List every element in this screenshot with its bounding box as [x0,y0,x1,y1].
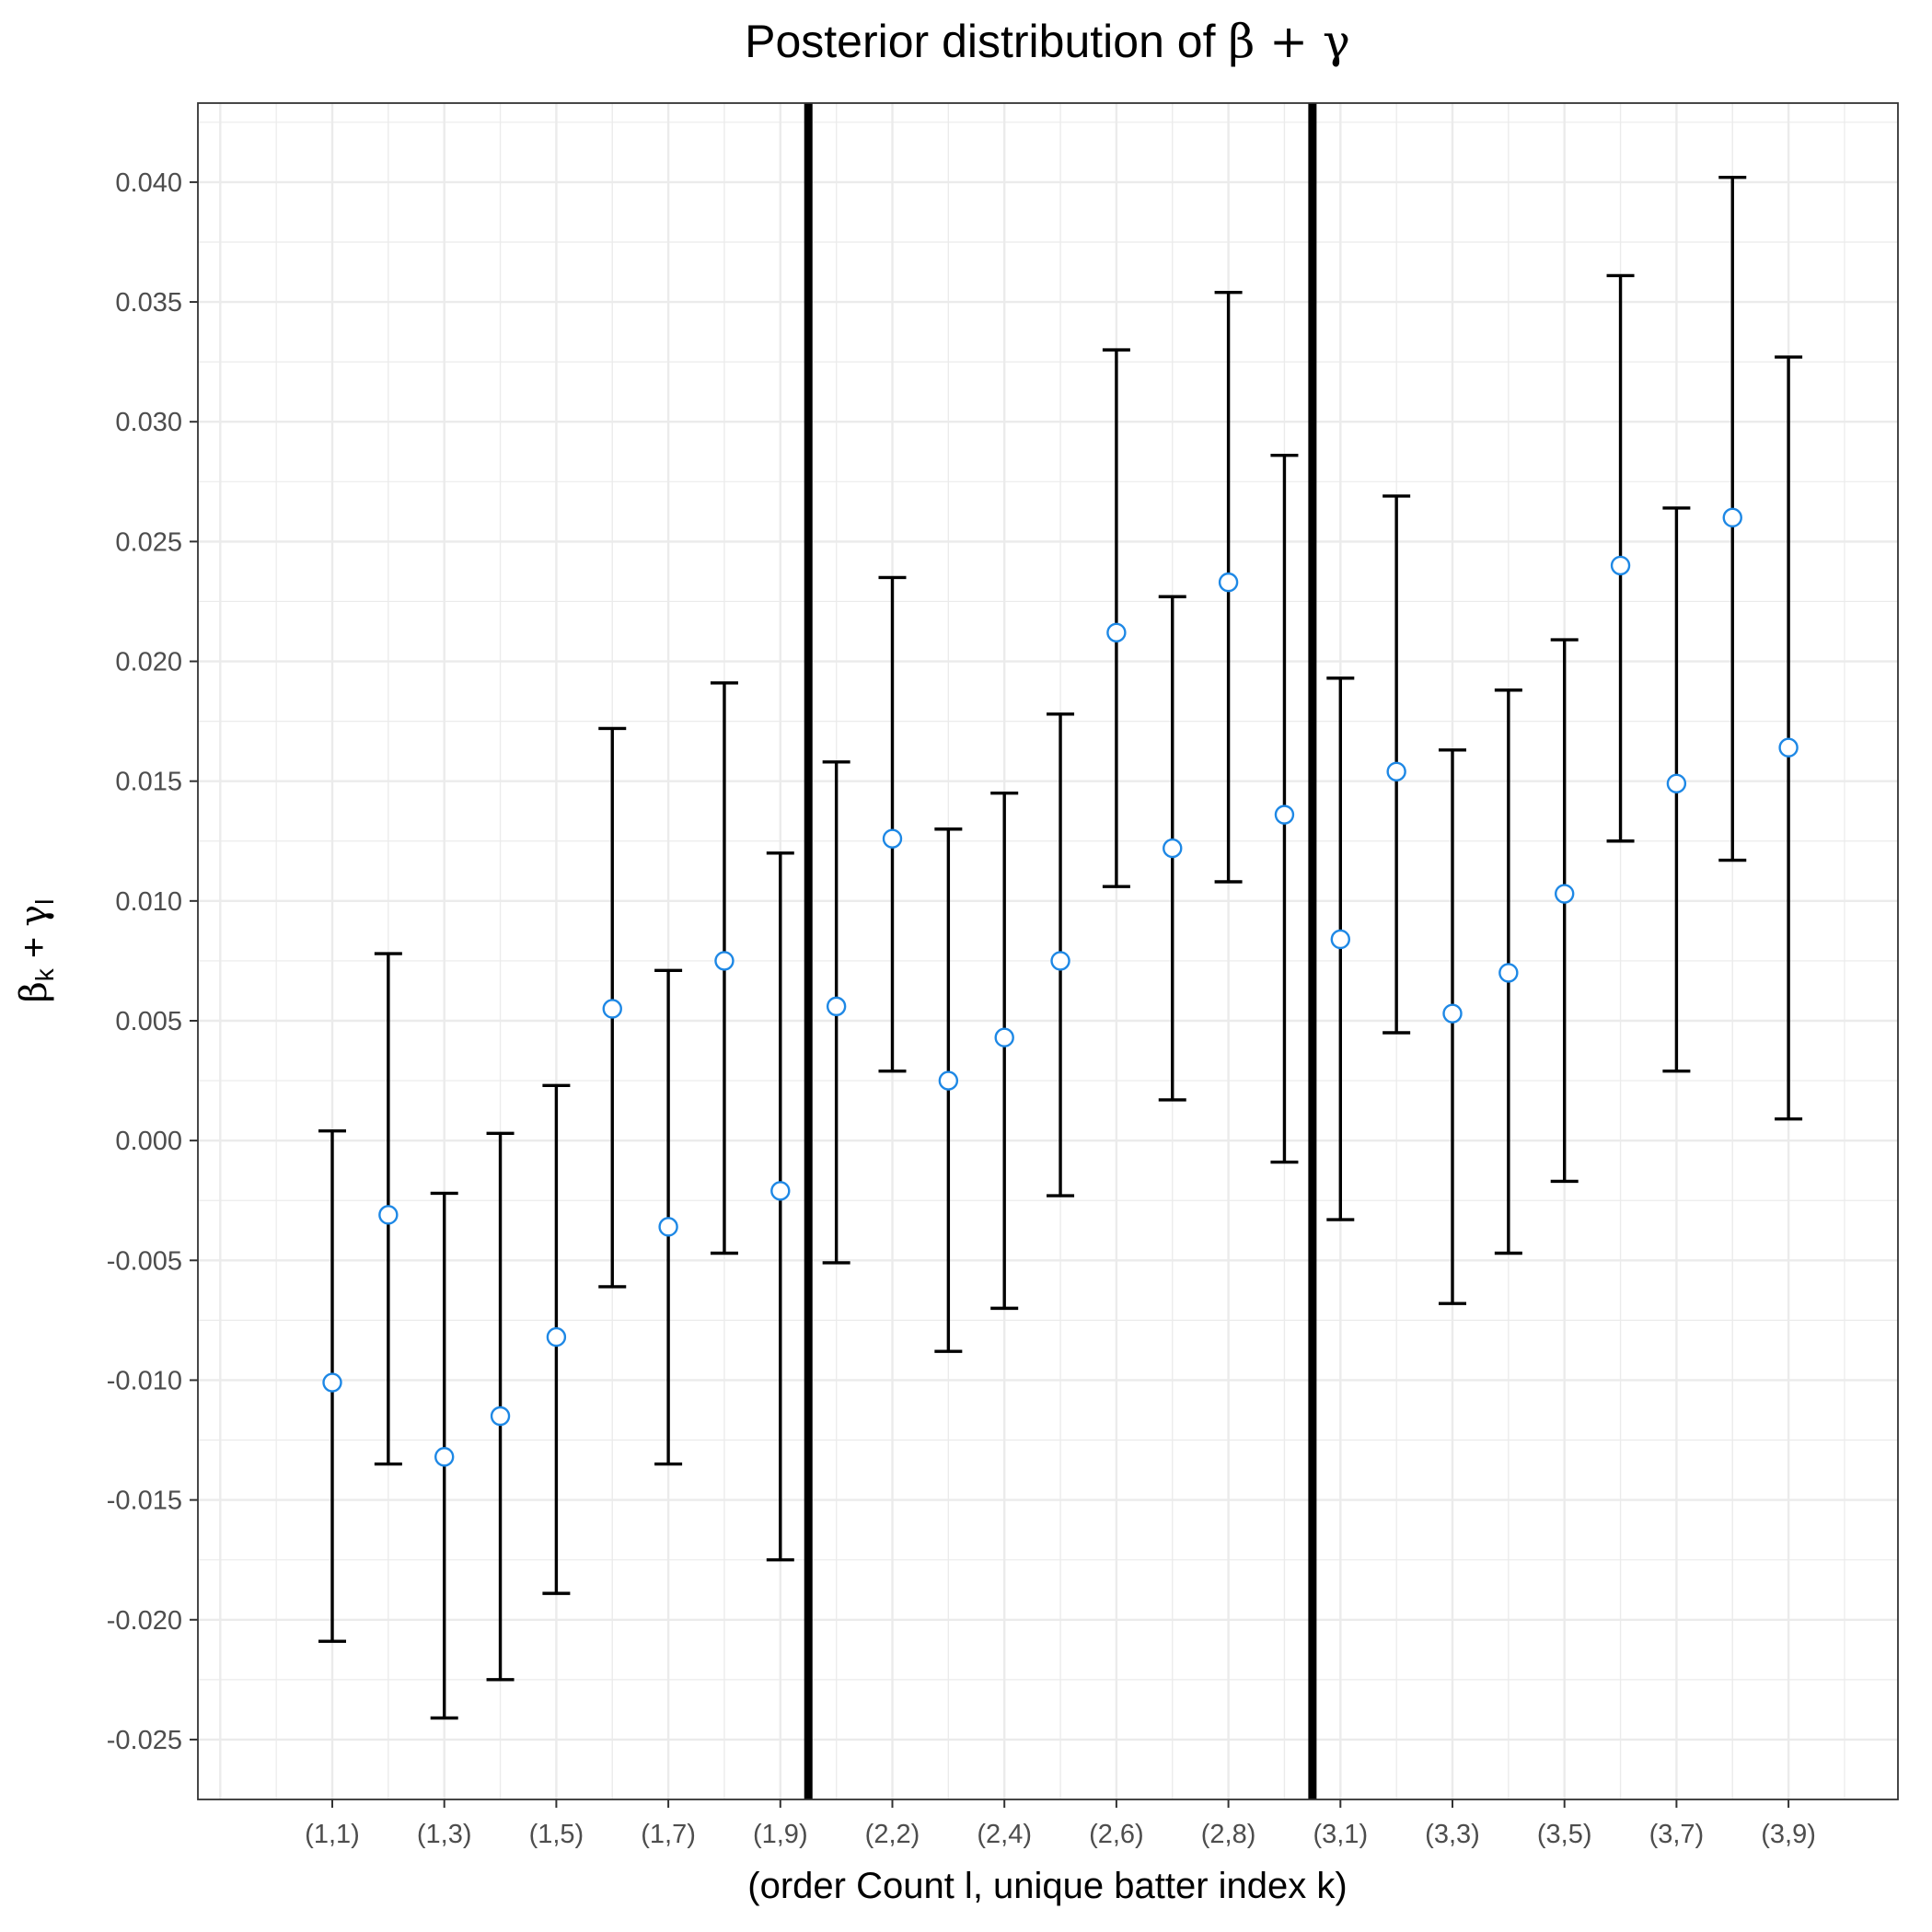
data-point [546,1326,567,1348]
x-tick-label: (2,2) [865,1820,920,1849]
data-point [1163,838,1183,859]
data-point [1050,951,1070,971]
data-point [770,1181,791,1201]
error-bar [878,575,907,1073]
data-point [882,828,903,849]
x-tick-label: (2,6) [1089,1820,1144,1849]
error-bar [990,791,1019,1311]
group-separators [804,103,1317,1799]
y-tick-label: 0.040 [115,168,182,198]
data-point [714,951,735,971]
data-point [1498,963,1519,983]
x-tick-label: (3,9) [1761,1820,1816,1849]
y-axis-title: βk + γl [13,899,59,1003]
data-point [602,999,622,1019]
error-bar [1550,638,1579,1184]
data-point [1554,884,1575,904]
data-point [938,1070,959,1091]
error-bar [1102,348,1130,888]
y-tick-label: -0.020 [107,1606,182,1636]
x-tick-label: (1,5) [529,1820,584,1849]
data-point [1386,761,1406,781]
x-tick-label: (3,5) [1537,1820,1592,1849]
data-point [1218,572,1239,593]
y-tick-label: 0.010 [115,887,182,917]
x-tick-label: (2,4) [977,1820,1032,1849]
data-point [1778,737,1799,758]
x-axis: (1,1) (1,3) (1,5) (1,7) (1,9) (2,2) (2,4) (2,6)… [305,1799,1816,1849]
data-point [1666,773,1687,793]
y-axis: -0.025 -0.020 -0.015 -0.010 -0.005 0.000 0.005… [107,168,198,1755]
y-tick-label: 0.025 [115,527,182,557]
data-point [1442,1003,1463,1024]
data-point [658,1217,678,1237]
y-tick-label: 0.015 [115,768,182,797]
y-tick-label: -0.010 [107,1366,182,1395]
data-point [378,1205,399,1225]
data-point [322,1372,342,1393]
x-tick-label: (1,9) [753,1820,808,1849]
y-tick-label: 0.030 [115,408,182,437]
x-tick-label: (1,1) [305,1820,360,1849]
y-tick-label: -0.005 [107,1246,182,1276]
plot-panel-border [197,102,1899,1800]
data-point [826,996,847,1017]
y-tick-label: 0.035 [115,288,182,318]
data-point [490,1406,511,1427]
y-tick-label: -0.015 [107,1487,182,1516]
data-point [1610,555,1631,576]
error-bar [1439,748,1466,1305]
x-tick-label: (3,7) [1649,1820,1705,1849]
x-tick-label: (2,8) [1201,1820,1256,1849]
data-point [1330,929,1351,950]
data-point [1106,622,1127,642]
data-point [994,1027,1014,1047]
y-tick-label: 0.020 [115,648,182,677]
y-tick-label: 0.000 [115,1127,182,1156]
plot-panel [198,103,1898,1799]
x-axis-title: (order Count l, unique batter index k) [747,1866,1347,1906]
chart-title: Posterior distribution of β + γ [745,15,1350,68]
x-tick-label: (1,7) [641,1820,696,1849]
data-point [1274,804,1295,825]
data-point [1722,507,1742,528]
y-tick-label: -0.025 [107,1726,182,1755]
x-tick-label: (1,3) [417,1820,472,1849]
x-tick-label: (3,1) [1313,1820,1368,1849]
error-bar [766,851,794,1562]
x-tick-label: (3,3) [1425,1820,1480,1849]
y-tick-label: 0.005 [115,1007,182,1036]
point-estimates [322,507,1799,1467]
data-point [434,1447,455,1467]
